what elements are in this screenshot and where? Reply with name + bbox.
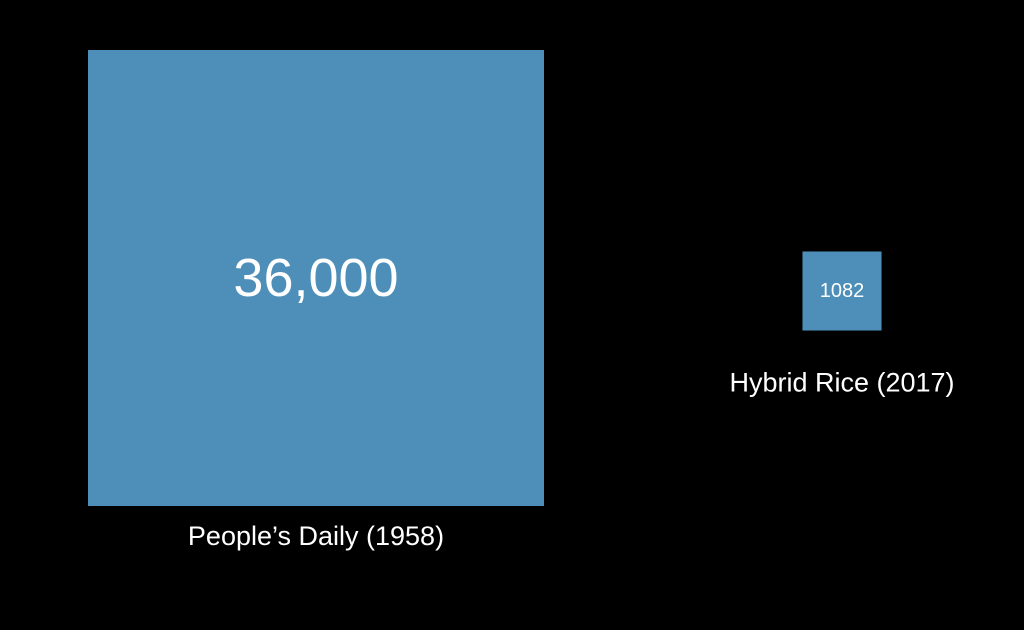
square-mark-2 xyxy=(802,251,882,331)
category-label-2: Hybrid Rice (2017) xyxy=(729,368,954,398)
value-label-2: 1082 xyxy=(820,280,865,302)
category-label-1: People’s Daily (1958) xyxy=(188,521,444,551)
value-label-1: 36,000 xyxy=(233,248,398,308)
chart-marks: 36,000 People’s Daily (1958) 1082 Hybrid Ri… xyxy=(88,50,955,551)
square-mark-1 xyxy=(88,50,544,506)
